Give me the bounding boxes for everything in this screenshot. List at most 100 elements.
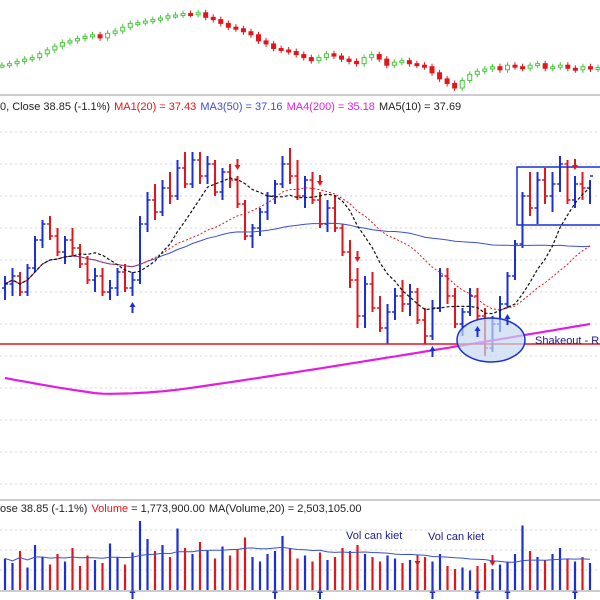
price-bar [159, 180, 166, 216]
sell-arrow [354, 251, 361, 262]
price-bar [152, 184, 158, 220]
top-candle-body [587, 66, 593, 70]
top-candle [421, 62, 427, 70]
top-candle-body [399, 60, 405, 64]
top-candle [286, 47, 292, 55]
top-candle-body [105, 32, 111, 39]
top-candle [74, 35, 80, 44]
price-bar [579, 172, 586, 200]
price-bar [99, 268, 106, 296]
top-candle-body [520, 66, 526, 70]
top-candle-body [37, 53, 43, 59]
top-candle [29, 54, 35, 63]
top-candle [7, 60, 13, 69]
top-candle-body [97, 34, 103, 39]
price-bar [47, 216, 53, 240]
top-candle-body [286, 49, 292, 53]
top-candle-body [165, 15, 171, 19]
top-candle-body [550, 66, 556, 70]
top-candle-body [44, 49, 50, 55]
top-candle-body [301, 54, 307, 59]
top-candle-body [233, 26, 239, 30]
ma50-legend: MA3(50) = 37.16 [200, 101, 282, 113]
buy-arrow [129, 302, 136, 313]
top-candle-body [459, 79, 465, 89]
top-candle-body [180, 13, 186, 17]
price-bar [534, 172, 541, 224]
ma20-legend: MA1(20) = 37.43 [114, 101, 196, 113]
top-candle-body [74, 38, 80, 42]
top-candle [384, 56, 390, 69]
volume-down-marker [414, 555, 421, 566]
price-bar [294, 160, 301, 200]
price-bar [174, 160, 181, 200]
top-candle [354, 58, 360, 67]
top-candle-body [22, 58, 28, 62]
top-candle [542, 60, 548, 72]
top-candle [482, 66, 488, 75]
top-candle-body [188, 13, 194, 17]
price-close-text: 0, Close 38.85 (-1.1%) [0, 101, 110, 113]
top-candle [195, 9, 201, 18]
price-bar [527, 172, 533, 216]
price-bar [542, 168, 548, 204]
top-candle [467, 71, 473, 84]
price-bar [332, 196, 338, 232]
price-bar [422, 308, 428, 344]
price-bar [399, 280, 406, 312]
top-candle-body [248, 31, 254, 36]
top-candle-body [195, 12, 201, 16]
top-candle [278, 45, 284, 53]
top-candle [127, 20, 133, 31]
top-candle-body [210, 16, 216, 21]
top-candle-body [376, 54, 382, 60]
price-bar [62, 236, 68, 264]
top-candle-body [135, 22, 141, 26]
price-bar [407, 284, 413, 316]
top-candle-body [504, 64, 510, 71]
price-bar [549, 172, 556, 212]
buy-arrow [474, 326, 481, 337]
top-candle [520, 63, 526, 72]
top-candle [293, 48, 299, 58]
consolidation-box [516, 166, 600, 226]
top-candle-body [444, 78, 450, 84]
price-bar [227, 164, 233, 188]
top-candle-body [120, 26, 126, 32]
top-candle [361, 54, 367, 67]
top-candle-body [52, 45, 58, 51]
top-candle-body [67, 40, 73, 44]
top-candle [188, 10, 194, 18]
top-candle-body [14, 60, 20, 65]
volume-value: = 1,773,900.00 [131, 503, 205, 515]
top-candle-body [391, 61, 397, 66]
shakeout-annotation: Shakeout - Ru [535, 335, 600, 347]
top-overview-panel [0, 9, 600, 91]
top-candle [369, 51, 375, 61]
top-candle-body [112, 30, 118, 34]
price-bar [362, 276, 368, 328]
top-candle-body [308, 57, 314, 62]
ma20-line [4, 187, 591, 311]
top-candle-body [218, 19, 224, 24]
top-candle-body [150, 19, 156, 23]
price-bar [144, 192, 151, 232]
top-candle [316, 54, 322, 64]
price-bar [452, 288, 458, 328]
price-bar [384, 304, 391, 344]
top-candle-body [90, 34, 96, 38]
top-candle-body [346, 58, 352, 62]
top-candle [256, 31, 262, 44]
top-candle [308, 54, 314, 64]
top-candle [263, 37, 269, 47]
price-bar [189, 152, 196, 188]
top-candle [429, 63, 435, 76]
top-candle [67, 37, 73, 46]
top-candle [203, 9, 209, 21]
price-bar [302, 176, 308, 208]
price-bar [557, 156, 563, 192]
price-bar [182, 152, 188, 188]
price-bar [32, 236, 38, 272]
top-candle-body [369, 54, 375, 59]
top-candle [135, 19, 141, 27]
